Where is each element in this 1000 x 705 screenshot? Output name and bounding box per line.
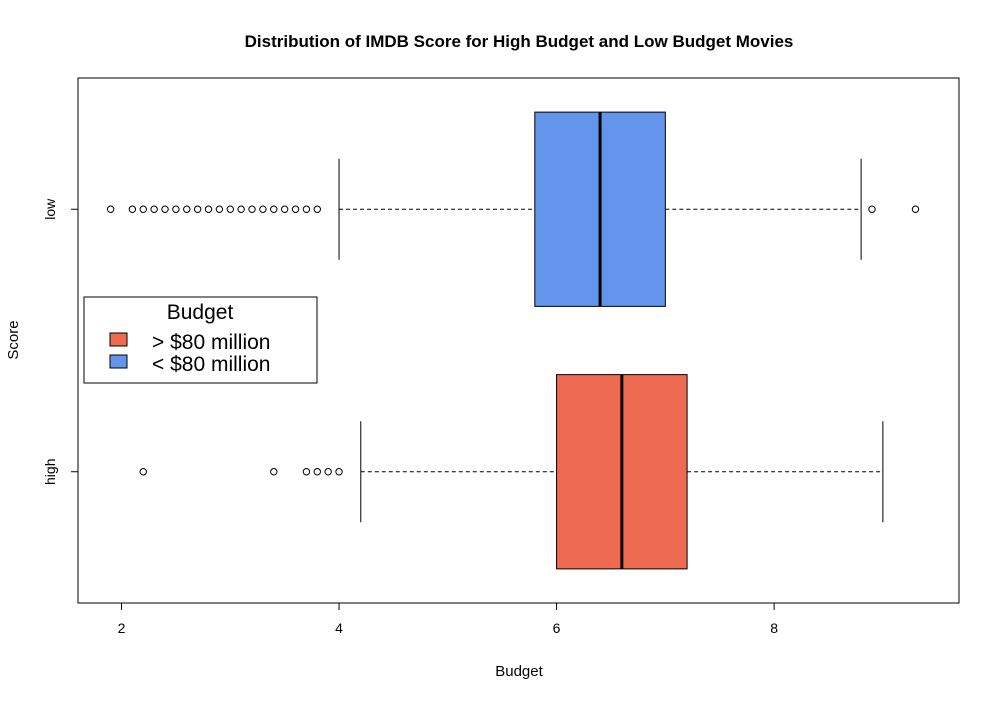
y-tick-label-low: low — [42, 198, 58, 220]
outlier-point — [911, 205, 920, 213]
outlier-point — [291, 205, 300, 213]
legend-box — [83, 296, 318, 384]
outlier-point — [313, 205, 321, 213]
legend-label: > $80 million — [152, 331, 270, 354]
plot-frame — [77, 77, 960, 604]
legend-swatch — [109, 332, 128, 347]
x-tick-label-4: 4 — [335, 620, 343, 636]
x-tick-label-2: 2 — [118, 620, 126, 636]
x-tick-label-8: 8 — [770, 620, 778, 636]
x-axis-label: Budget — [495, 663, 543, 680]
chart-title: Distribution of IMDB Score for High Budg… — [245, 32, 794, 51]
plot-area: 2 4 6 8 high low — [42, 77, 960, 636]
outlier-point — [172, 205, 180, 213]
y-tick-label-high: high — [42, 459, 58, 485]
outlier-point — [128, 205, 137, 213]
legend-label: < $80 million — [152, 353, 270, 376]
outlier-point — [237, 205, 245, 213]
outlier-point — [324, 468, 332, 476]
outlier-point — [193, 205, 202, 213]
outlier-point — [302, 205, 311, 213]
legend-title: Budget — [167, 301, 234, 324]
outlier-point — [868, 205, 876, 213]
outlier-point — [313, 468, 321, 476]
y-axis-label: Score — [5, 320, 22, 359]
box-low — [106, 111, 920, 307]
outlier-point — [106, 205, 115, 213]
outlier-point — [139, 468, 147, 476]
outlier-point — [150, 205, 158, 213]
box-high — [139, 374, 884, 570]
outlier-point — [204, 205, 213, 213]
outlier-point — [270, 468, 278, 476]
outlier-point — [335, 468, 343, 476]
outlier-point — [280, 205, 289, 213]
outlier-point — [215, 205, 224, 213]
outlier-point — [259, 205, 267, 213]
outlier-point — [161, 205, 169, 213]
legend-swatch — [109, 354, 128, 369]
legend: Budget > $80 million< $80 million — [83, 296, 318, 384]
outlier-point — [139, 205, 147, 213]
x-tick-label-6: 6 — [553, 620, 561, 636]
outlier-point — [270, 205, 278, 213]
outlier-point — [226, 205, 234, 213]
outlier-point — [248, 205, 256, 213]
outlier-point — [302, 468, 311, 476]
outlier-point — [183, 205, 191, 213]
